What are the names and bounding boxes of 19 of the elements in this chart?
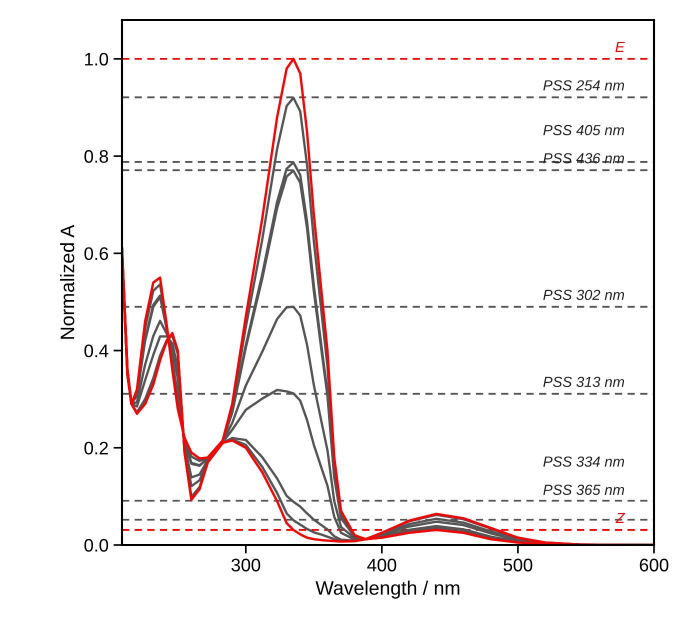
y-tick-label: 0.6 (84, 247, 108, 260)
ref-line-label: PSS 254 nm (543, 80, 624, 91)
x-tick-label: 500 (504, 558, 532, 572)
y-axis-title: Normalized A (60, 224, 74, 339)
y-tick-label: 0.4 (84, 344, 108, 358)
y-tick-label: 0.8 (84, 150, 108, 163)
ref-line-label: PSS 334 nm (543, 456, 624, 467)
ref-line-label: PSS 302 nm (543, 290, 624, 300)
y-tick-label: 1.0 (85, 52, 108, 66)
ref-line-label: PSS 405 nm (543, 124, 624, 136)
ref-line-label: PSS 365 nm (543, 484, 624, 495)
x-tick-label: 300 (231, 558, 260, 572)
x-axis-title: Wavelength / nm (316, 580, 460, 599)
x-tick-label: 400 (367, 558, 396, 572)
ref-line-label: E (615, 42, 625, 52)
y-tick-label: 0.0 (84, 538, 108, 552)
y-tick-label: 0.2 (84, 442, 108, 454)
x-tick-label: 600 (640, 558, 668, 572)
ref-line-label: PSS 313 nm (543, 376, 624, 388)
